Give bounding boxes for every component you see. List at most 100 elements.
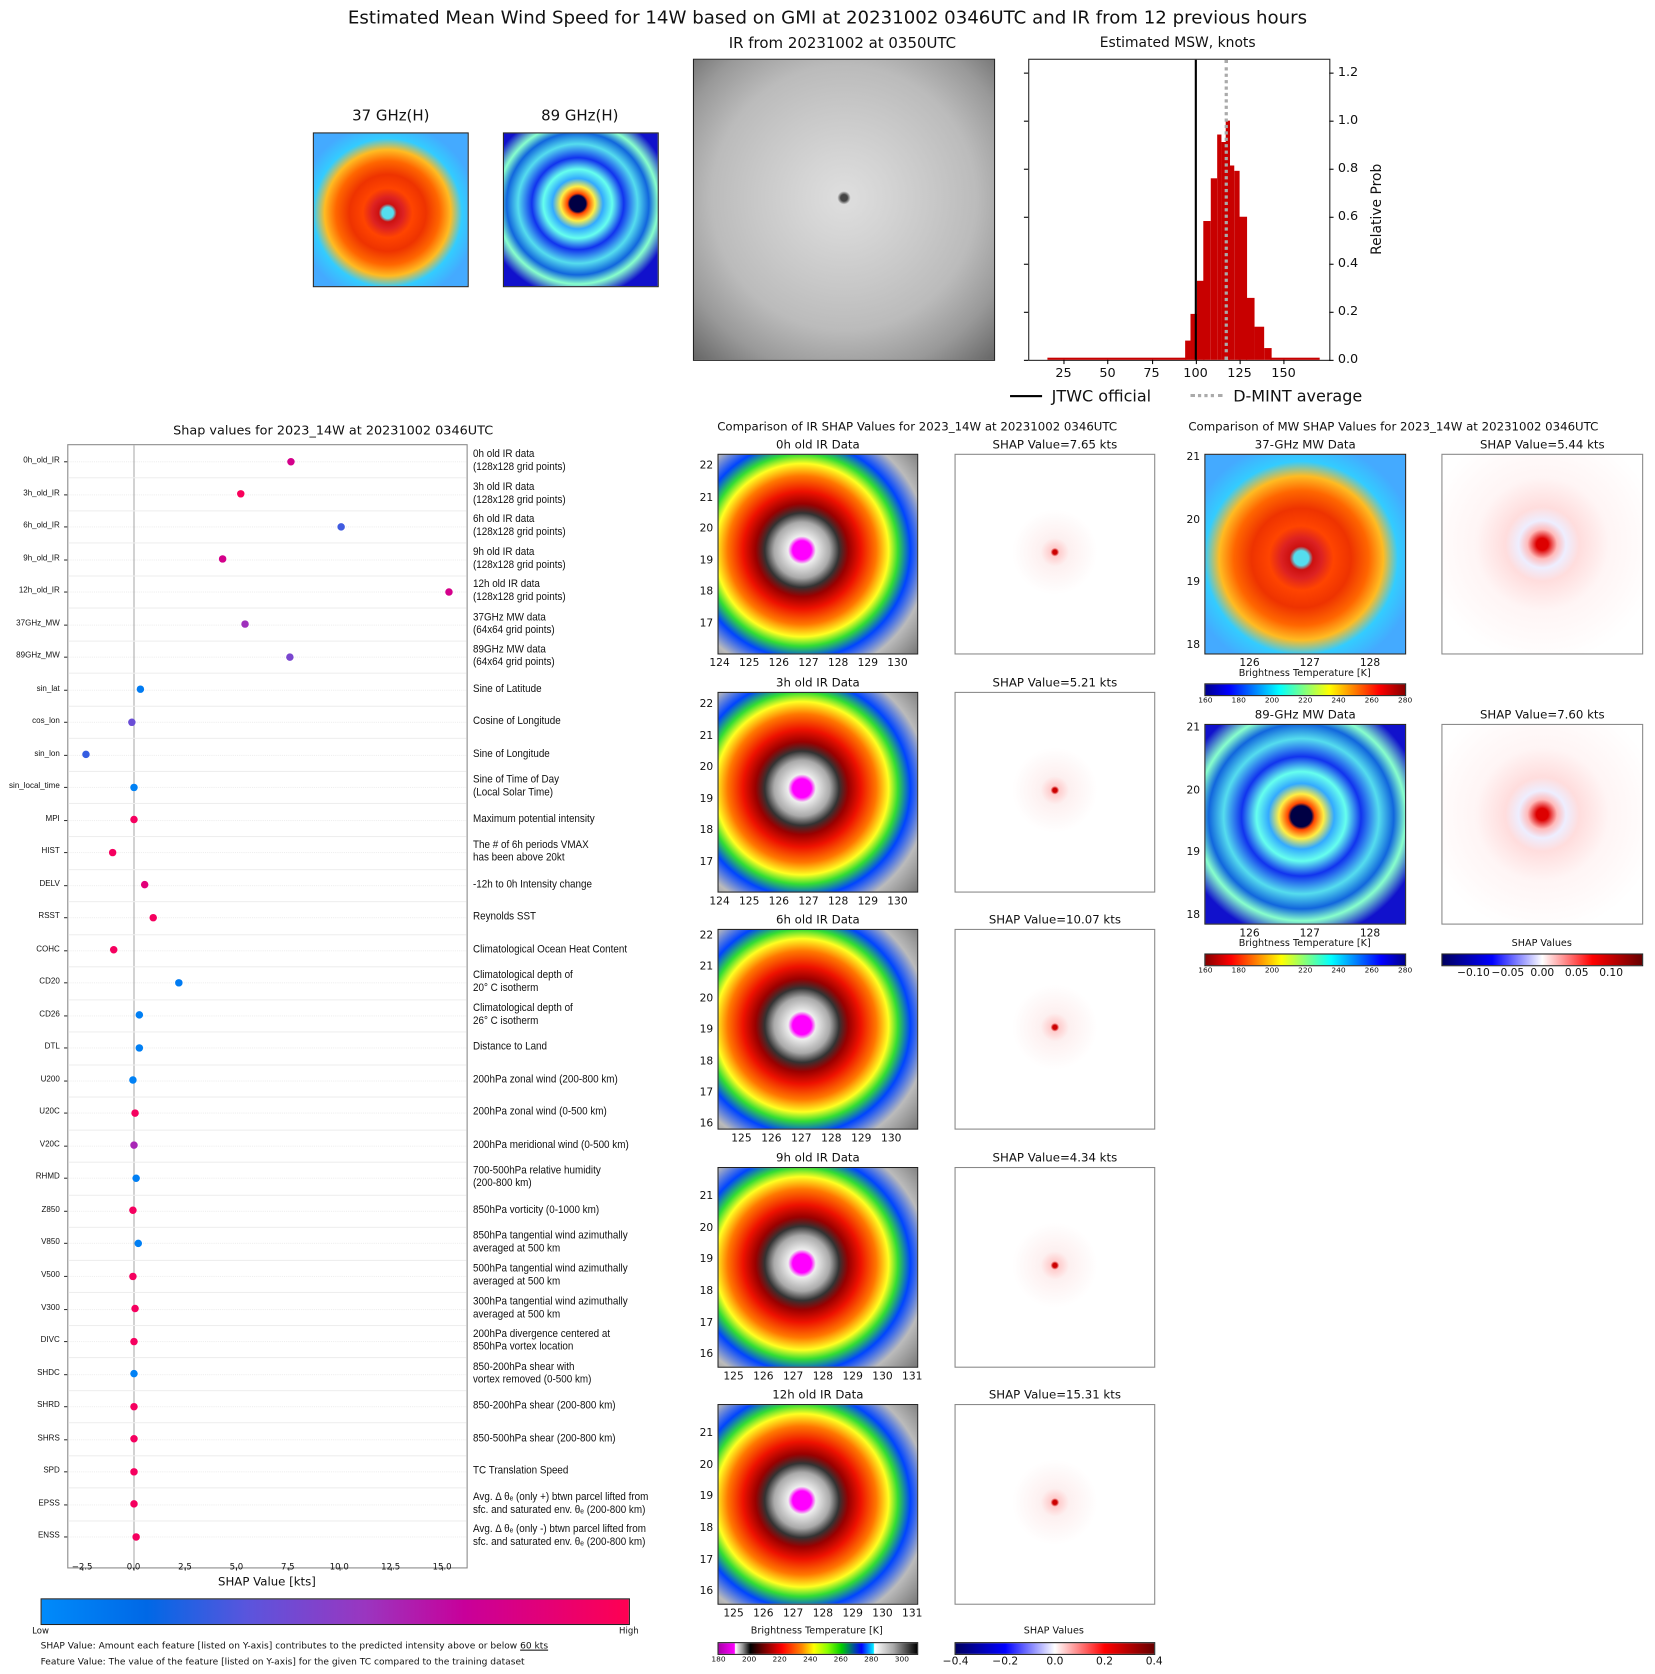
- feature-description: 3h old IR data: [472, 479, 535, 493]
- feature-name-label: DELV: [39, 878, 60, 889]
- lat-tick-label: 20: [1186, 514, 1201, 527]
- row-gridline: [68, 1178, 467, 1180]
- row-gridline: [68, 1112, 467, 1115]
- y-tick-mark: [64, 1373, 68, 1375]
- lon-tick-label: 125: [723, 1370, 744, 1383]
- lon-tick-label: 130: [887, 657, 908, 670]
- row-gridline: [68, 852, 467, 854]
- shap-panel-image: [954, 1404, 1156, 1605]
- shap-note-baseline: 60 kts: [520, 1641, 549, 1652]
- lat-tick-label: 17: [699, 1554, 714, 1566]
- y-tick-mark: [64, 526, 68, 528]
- row-gridline: [68, 461, 467, 463]
- y-tick-label: 1.2: [1337, 64, 1359, 80]
- row-gridline: [68, 1145, 467, 1147]
- x-tick-mark: [1063, 359, 1065, 365]
- histogram-bar: [1254, 326, 1265, 360]
- y-tick-mark: [64, 1178, 68, 1180]
- colorbar-tick-label: 200: [1264, 966, 1280, 975]
- legend-jtwc-label: JTWC official: [1051, 386, 1152, 406]
- lat-tick-label: 16: [699, 1118, 714, 1130]
- row-gridline: [68, 1047, 467, 1049]
- row-divider: [68, 1129, 467, 1131]
- lon-tick-label: 130: [872, 1607, 893, 1620]
- lat-tick-label: 21: [1186, 721, 1201, 734]
- y-tick-mark: [64, 1243, 68, 1245]
- x-tick-label: 75: [1143, 365, 1160, 381]
- feature-name-label: SPD: [43, 1465, 60, 1475]
- shap-point: [128, 1076, 137, 1085]
- shap-panel-title: SHAP Value=7.65 kts: [992, 437, 1118, 452]
- row-divider: [68, 803, 467, 805]
- colorbar-tick-label: 0.0: [1046, 1656, 1064, 1668]
- lon-tick-label: 128: [821, 1132, 842, 1145]
- feature-name-label: cos_lon: [32, 715, 60, 726]
- mw89-title: 89 GHz(H): [541, 107, 619, 125]
- row-divider: [68, 575, 467, 577]
- shap-note-1: SHAP Value: Amount each feature [listed …: [41, 1641, 549, 1652]
- shap-point: [129, 1369, 138, 1378]
- shap-panel-image: [954, 928, 1156, 1130]
- feature-name-label: HIST: [41, 845, 60, 856]
- x-tick-label: −2.5: [71, 1562, 93, 1572]
- feature-description: sfc. and saturated env. θₑ (200-800 km): [472, 1535, 646, 1549]
- feature-description: 89GHz MW data: [472, 642, 546, 656]
- lat-tick-label: 19: [699, 1024, 714, 1036]
- colorbar-tick-label: 0.10: [1599, 967, 1624, 980]
- histogram-bar: [1229, 166, 1235, 360]
- row-divider: [68, 1227, 467, 1229]
- row-divider: [68, 1161, 467, 1163]
- lon-tick-label: 130: [872, 1370, 893, 1383]
- lat-tick-label: 20: [699, 1222, 714, 1234]
- x-tick-mark: [390, 1567, 392, 1571]
- y-tick-mark: [64, 950, 68, 952]
- feature-value-colorbar: [40, 1598, 630, 1626]
- row-divider: [68, 1259, 467, 1261]
- mw89-bt-colorbar: 160 180 200 220 240 260 280: [1198, 953, 1412, 974]
- shap-point: [129, 1402, 138, 1410]
- histogram-bar: [1216, 134, 1222, 360]
- feature-description: Climatological depth of: [472, 968, 573, 982]
- feature-description: Reynolds SST: [472, 909, 537, 923]
- figure-title: Estimated Mean Wind Speed for 14W based …: [347, 7, 1308, 29]
- colorbar-tick-label: −0.05: [1491, 967, 1525, 980]
- y-tick-label: 0.6: [1337, 207, 1359, 223]
- shap-panel-image: [954, 1166, 1156, 1368]
- row-divider: [68, 1487, 467, 1489]
- feature-name-label: SHDC: [37, 1367, 60, 1377]
- y-tick-mark: [1329, 359, 1334, 361]
- row-gridline: [68, 819, 467, 821]
- shap-point: [129, 1435, 138, 1443]
- legend-dmint-line: [1190, 393, 1223, 398]
- y-tick-mark: [1329, 120, 1334, 122]
- lon-tick-label: 129: [857, 657, 878, 670]
- y-tick-label: 0.2: [1337, 303, 1359, 319]
- shap-point: [336, 522, 345, 531]
- feature-name-label: sin_lat: [36, 682, 60, 693]
- row-gridline: [68, 982, 467, 984]
- histogram-bar: [1221, 142, 1227, 360]
- row-gridline: [68, 526, 467, 528]
- feature-description: vortex removed (0-500 km): [472, 1372, 592, 1386]
- colorbar-tick-label: −0.4: [942, 1656, 969, 1668]
- feature-name-label: CD26: [39, 1008, 60, 1019]
- shap-point: [219, 555, 227, 563]
- data-panel-image: [1204, 453, 1407, 655]
- lat-tick-label: 20: [699, 761, 714, 774]
- shap-panel-title: SHAP Value=4.34 kts: [992, 1150, 1118, 1165]
- row-gridline: [68, 1406, 467, 1408]
- zero-line: [133, 445, 135, 1568]
- feature-name-label: EPSS: [38, 1497, 60, 1508]
- y-tick-mark: [64, 1015, 68, 1017]
- histogram-bar: [1185, 340, 1191, 360]
- lat-tick-label: 21: [699, 729, 714, 742]
- feature-name-label: 89GHz_MW: [16, 650, 60, 660]
- row-divider: [68, 1064, 467, 1066]
- colorbar-high-label: High: [619, 1626, 639, 1636]
- y-tick-mark: [64, 852, 68, 854]
- colorbar-tick-label: −0.10: [1457, 967, 1490, 980]
- shap-panel-title: SHAP Value=10.07 kts: [988, 912, 1121, 927]
- lon-tick-label: 129: [842, 1607, 863, 1620]
- feature-description: 9h old IR data: [472, 545, 535, 558]
- lon-tick-label: 126: [1239, 927, 1260, 940]
